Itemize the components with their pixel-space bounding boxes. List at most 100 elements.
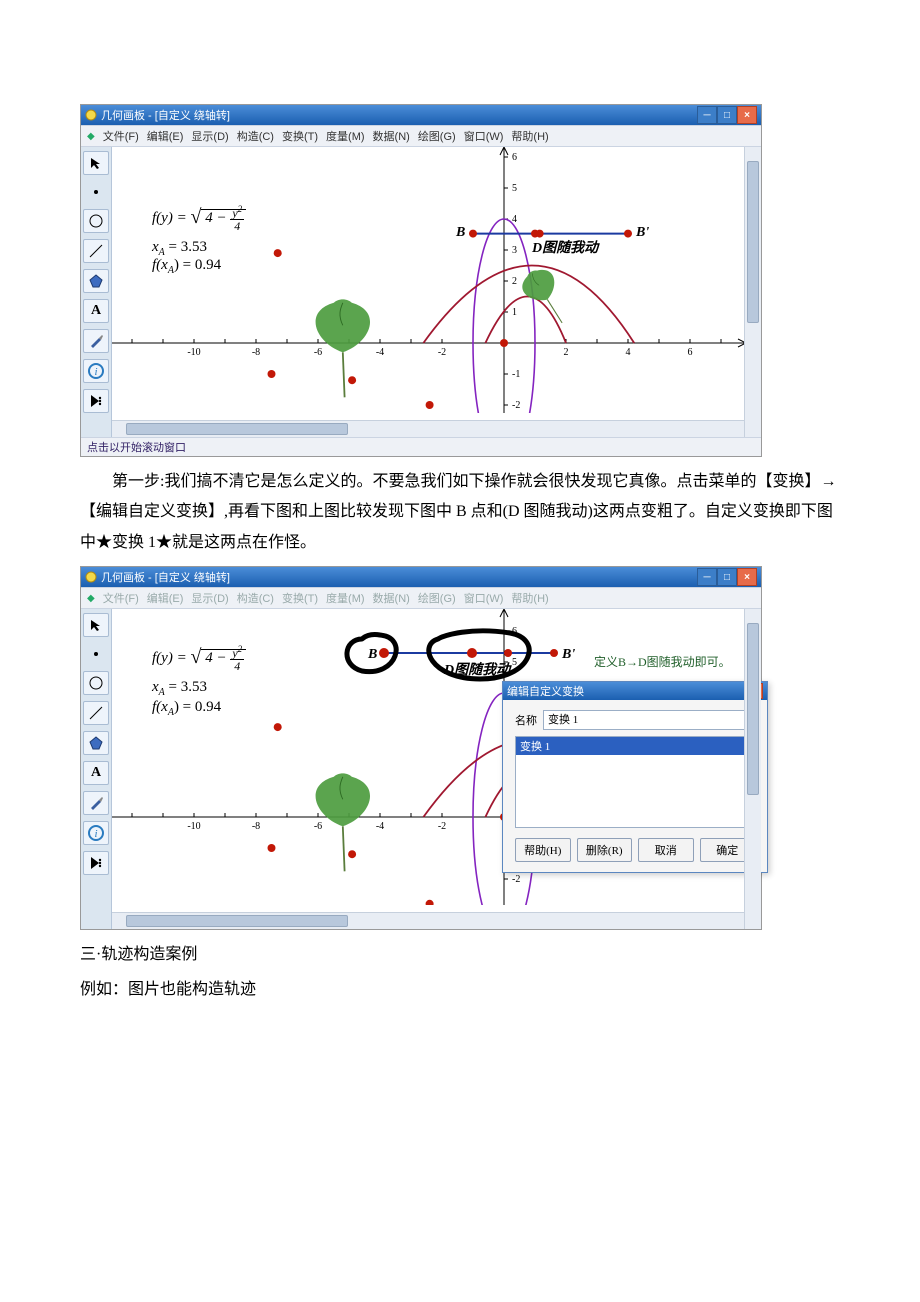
name-label: 名称 bbox=[515, 712, 537, 728]
cancel-button[interactable]: 取消 bbox=[638, 838, 694, 862]
minimize-button[interactable]: ─ bbox=[697, 568, 717, 586]
maximize-button[interactable]: □ bbox=[717, 106, 737, 124]
svg-text:6: 6 bbox=[512, 152, 517, 163]
menu-window: 窗口(W) bbox=[464, 590, 504, 606]
statusbar: 点击以开始滚动窗口 bbox=[81, 437, 761, 456]
section3-title: 三·轨迹构造案例 bbox=[80, 940, 840, 970]
svg-text:i: i bbox=[94, 828, 97, 840]
section3-example: 例如：图片也能构造轨迹 bbox=[80, 975, 840, 1005]
window-title: 几何画板 - [自定义 绕轴转] bbox=[101, 107, 230, 123]
name-input[interactable]: 变换 1 bbox=[543, 710, 755, 730]
menubar: ◆ 文件(F) 编辑(E) 显示(D) 构造(C) 变换(T) 度量(M) 数据… bbox=[81, 125, 761, 147]
label-B: B bbox=[368, 647, 377, 663]
circle-tool[interactable] bbox=[83, 671, 109, 695]
svg-text:5: 5 bbox=[512, 183, 517, 194]
close-button[interactable]: × bbox=[737, 568, 757, 586]
formula-fxA: f(xA) = 0.94 bbox=[152, 257, 221, 276]
horizontal-scrollbar[interactable] bbox=[112, 912, 744, 929]
label-D-text: D图随我动 bbox=[444, 659, 510, 679]
svg-text:-10: -10 bbox=[187, 347, 200, 358]
polygon-tool[interactable] bbox=[83, 269, 109, 293]
menu-window[interactable]: 窗口(W) bbox=[464, 128, 504, 144]
marker-tool[interactable] bbox=[83, 791, 109, 815]
line-tool[interactable] bbox=[83, 701, 109, 725]
polygon-tool[interactable] bbox=[83, 731, 109, 755]
help-button[interactable]: 帮助(H) bbox=[515, 838, 571, 862]
canvas-svg: -10-8-6-4-2246123456-1-2 bbox=[112, 147, 746, 413]
custom-tool[interactable] bbox=[83, 389, 109, 413]
svg-text:1: 1 bbox=[512, 307, 517, 318]
menu-help[interactable]: 帮助(H) bbox=[511, 128, 548, 144]
label-B: B bbox=[456, 225, 465, 241]
formula-fy: f(y) = √ 4 − y24 bbox=[152, 645, 246, 672]
formula-xA: xA = 3.53 bbox=[152, 239, 207, 258]
line-tool[interactable] bbox=[83, 239, 109, 263]
label-B-prime: B' bbox=[636, 225, 649, 241]
toolbar: A i bbox=[81, 147, 112, 437]
svg-text:-8: -8 bbox=[252, 821, 260, 832]
drawing-canvas[interactable]: -10-8-6-4-2246123456-1-2 f(y) = √ 4 − y2… bbox=[112, 609, 744, 929]
window-title: 几何画板 - [自定义 绕轴转] bbox=[101, 569, 230, 585]
svg-text:-2: -2 bbox=[512, 400, 520, 411]
maximize-button[interactable]: □ bbox=[717, 568, 737, 586]
label-D-text: D图随我动 bbox=[532, 237, 598, 257]
selection-tool[interactable] bbox=[83, 151, 109, 175]
svg-text:-6: -6 bbox=[314, 821, 322, 832]
menu-graph: 绘图(G) bbox=[418, 590, 456, 606]
drawing-canvas[interactable]: -10-8-6-4-2246123456-1-2 f(y) = √ 4 − y2… bbox=[112, 147, 744, 437]
svg-text:-8: -8 bbox=[252, 347, 260, 358]
menu-edit[interactable]: 编辑(E) bbox=[147, 128, 184, 144]
titlebar: 几何画板 - [自定义 绕轴转] ─ □ × bbox=[81, 567, 761, 587]
point-tool[interactable] bbox=[84, 643, 108, 665]
menu-edit: 编辑(E) bbox=[147, 590, 184, 606]
menu-transform: 变换(T) bbox=[282, 590, 318, 606]
screenshot-1: 几何画板 - [自定义 绕轴转] ─ □ × ◆ 文件(F) 编辑(E) 显示(… bbox=[80, 104, 762, 457]
menu-measure: 度量(M) bbox=[326, 590, 365, 606]
menu-file[interactable]: 文件(F) bbox=[103, 128, 139, 144]
vertical-scrollbar[interactable] bbox=[744, 609, 761, 929]
selection-tool[interactable] bbox=[83, 613, 109, 637]
minimize-button[interactable]: ─ bbox=[697, 106, 717, 124]
menu-transform[interactable]: 变换(T) bbox=[282, 128, 318, 144]
formula-xA: xA = 3.53 bbox=[152, 679, 207, 698]
label-B-prime: B' bbox=[562, 647, 575, 663]
svg-text:-2: -2 bbox=[438, 821, 446, 832]
list-item[interactable]: 变换 1 bbox=[516, 737, 754, 755]
document-icon: ◆ bbox=[87, 131, 95, 142]
app-icon bbox=[85, 109, 97, 121]
horizontal-scrollbar[interactable] bbox=[112, 420, 744, 437]
text-tool[interactable]: A bbox=[83, 761, 109, 785]
svg-text:-2: -2 bbox=[438, 347, 446, 358]
menu-graph[interactable]: 绘图(G) bbox=[418, 128, 456, 144]
formula-fxA: f(xA) = 0.94 bbox=[152, 699, 221, 718]
vertical-scrollbar[interactable] bbox=[744, 147, 761, 437]
svg-text:i: i bbox=[94, 366, 97, 378]
point-tool[interactable] bbox=[84, 181, 108, 203]
svg-text:2: 2 bbox=[564, 347, 569, 358]
menu-display[interactable]: 显示(D) bbox=[191, 128, 228, 144]
marker-tool[interactable] bbox=[83, 329, 109, 353]
info-tool[interactable]: i bbox=[83, 359, 109, 383]
status-text: 点击以开始滚动窗口 bbox=[87, 439, 186, 455]
svg-text:3: 3 bbox=[512, 245, 517, 256]
svg-text:-4: -4 bbox=[376, 821, 384, 832]
delete-button[interactable]: 删除(R) bbox=[577, 838, 633, 862]
text-tool[interactable]: A bbox=[83, 299, 109, 323]
menu-measure[interactable]: 度量(M) bbox=[326, 128, 365, 144]
menu-file: 文件(F) bbox=[103, 590, 139, 606]
svg-text:4: 4 bbox=[626, 347, 631, 358]
transform-list[interactable]: 变换 1 bbox=[515, 736, 755, 828]
menu-construct[interactable]: 构造(C) bbox=[237, 128, 274, 144]
svg-text:-1: -1 bbox=[512, 369, 520, 380]
menu-data[interactable]: 数据(N) bbox=[373, 128, 410, 144]
circle-tool[interactable] bbox=[83, 209, 109, 233]
svg-text:5: 5 bbox=[512, 657, 517, 668]
menubar: ◆ 文件(F) 编辑(E) 显示(D) 构造(C) 变换(T) 度量(M) 数据… bbox=[81, 587, 761, 609]
close-button[interactable]: × bbox=[737, 106, 757, 124]
custom-tool[interactable] bbox=[83, 851, 109, 875]
hint-text: 定义B→D图随我动即可。 bbox=[594, 653, 731, 670]
formula-fy: f(y) = √ 4 − y24 bbox=[152, 205, 246, 232]
svg-text:2: 2 bbox=[512, 276, 517, 287]
info-tool[interactable]: i bbox=[83, 821, 109, 845]
svg-text:6: 6 bbox=[688, 347, 693, 358]
